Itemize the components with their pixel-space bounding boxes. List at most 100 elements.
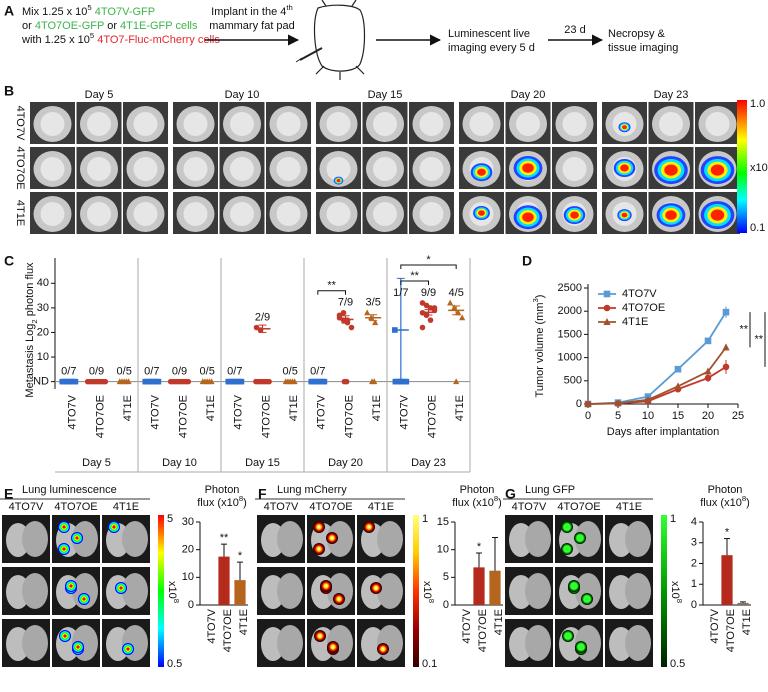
text-segment: 8	[172, 599, 181, 603]
signal	[583, 595, 591, 603]
text-segment: Tumor volume (mm	[534, 303, 546, 398]
panel-label: A	[4, 3, 14, 19]
marker	[239, 379, 245, 385]
text-segment: Mix 1.25 x 10	[22, 6, 87, 18]
x-tick-label: 4TO7V	[233, 394, 245, 429]
y-tick-label: 5	[443, 571, 449, 583]
signal	[563, 545, 571, 553]
y-tick-label: 15	[437, 516, 449, 528]
x-tick-label: 4T1E	[205, 395, 217, 421]
marker	[722, 343, 729, 350]
colorbar-unit: x108	[669, 581, 684, 603]
x-tick-label: 4T1E	[122, 395, 134, 421]
y-tick-label: 1	[691, 578, 697, 590]
image-column-label: 4T1E	[616, 501, 642, 513]
text-segment: 8	[427, 599, 436, 603]
colorbar-min: 0.5	[670, 658, 685, 670]
text-segment: )	[498, 497, 502, 509]
fraction-label: 2/9	[255, 311, 270, 323]
panel-label: C	[4, 253, 14, 269]
mouse-body	[134, 112, 158, 136]
lung	[525, 573, 551, 609]
mouse-body	[470, 112, 494, 136]
text-segment: x10	[669, 581, 681, 599]
mouse-body	[230, 112, 254, 136]
y-tick-label: 0	[443, 599, 449, 611]
x-axis-label: Days after implantation	[607, 426, 720, 438]
lung	[277, 573, 303, 609]
significance-label: *	[238, 550, 243, 562]
x-tick-label: 4TO7V	[206, 608, 218, 643]
x-tick-label: 4TO7OE	[222, 609, 234, 652]
x-tick-label: 4TO7V	[461, 608, 473, 643]
y-tick-label: 2500	[558, 282, 582, 294]
y-tick-label: 10	[437, 544, 449, 556]
signal	[126, 647, 129, 650]
y-tick-label: 20	[182, 544, 194, 556]
mouse-body	[659, 112, 683, 136]
text-segment: )	[534, 295, 546, 299]
lung	[22, 573, 48, 609]
marker	[341, 310, 347, 316]
y-tick-label: 500	[564, 375, 582, 387]
colorbar-min: 0.5	[167, 658, 182, 670]
marker	[420, 325, 426, 331]
lung	[525, 625, 551, 661]
mouse-body	[87, 112, 111, 136]
signal	[330, 536, 333, 539]
text-segment: photon flux	[24, 262, 36, 319]
text-segment: x10	[421, 581, 433, 599]
image-title: Lung mCherry	[277, 484, 347, 496]
row-label: 4TO7OE	[14, 146, 26, 189]
colorbar-max: 1.0	[750, 98, 765, 110]
mouse-body	[184, 157, 208, 181]
mouse-body	[41, 157, 65, 181]
marker	[705, 375, 712, 382]
x-tick-label: 4T1E	[288, 395, 300, 421]
signal	[63, 634, 66, 637]
workflow-text: or 4TO7OE-GFP or 4T1E-GFP cells	[22, 20, 198, 32]
bar	[473, 567, 484, 605]
signal	[112, 525, 115, 528]
y-tick-label: 20	[37, 326, 49, 338]
signal	[711, 210, 724, 221]
y-axis-label: Photon	[460, 484, 495, 496]
fraction-label: 0/7	[144, 366, 159, 378]
signal	[62, 525, 65, 528]
x-tick-label: 10	[642, 410, 654, 422]
signal	[576, 534, 584, 542]
series-line	[588, 312, 726, 404]
text-segment: Metastasis Log	[24, 324, 36, 398]
mouse-body	[563, 112, 587, 136]
group-label: Day 15	[245, 457, 280, 469]
significance-label: *	[426, 254, 431, 266]
lung	[625, 625, 651, 661]
y-tick-label: 0	[188, 599, 194, 611]
signal	[337, 597, 340, 600]
x-tick-label: 4TO7V	[316, 394, 328, 429]
mouse-body	[134, 202, 158, 226]
day-label: Day 5	[85, 89, 114, 101]
workflow-text: imaging every 5 d	[448, 42, 535, 54]
fraction-label: 0/5	[200, 366, 215, 378]
legend-label: 4TO7V	[622, 288, 657, 300]
significance-label: *	[477, 541, 482, 553]
y-axis-label: Tumor volume (mm3)	[531, 295, 546, 398]
text-segment: Implant in the 4	[211, 6, 286, 18]
lung	[625, 521, 651, 557]
significance-label: *	[725, 527, 730, 539]
y-tick-label: 30	[182, 516, 194, 528]
marker	[604, 291, 611, 298]
workflow-text: Implant in the 4th	[211, 3, 293, 18]
group-label: Day 5	[82, 457, 111, 469]
image-column-label: 4TO7OE	[557, 501, 600, 513]
lung	[277, 521, 303, 557]
text-segment: Photon	[205, 484, 240, 496]
lung	[377, 625, 403, 661]
signal	[478, 210, 485, 216]
text-segment: x10	[750, 162, 768, 174]
mouse-body	[87, 202, 111, 226]
text-segment: Photon	[460, 484, 495, 496]
marker	[723, 364, 730, 371]
